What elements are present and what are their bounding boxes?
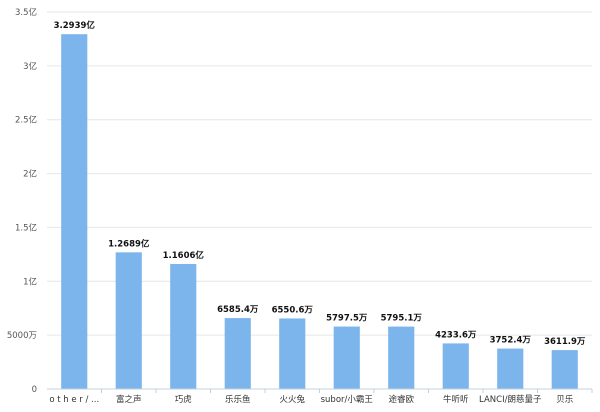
- x-tick-label: 途睿欧: [388, 394, 414, 405]
- bar[interactable]: [224, 318, 251, 389]
- data-label: 5797.5万: [326, 314, 368, 324]
- bar[interactable]: [279, 318, 306, 389]
- bar[interactable]: [442, 343, 469, 389]
- bar[interactable]: [551, 350, 578, 389]
- data-label: 4233.6万: [435, 330, 477, 340]
- y-tick-label: 1亿: [23, 276, 37, 287]
- data-label: 6550.6万: [272, 305, 314, 315]
- data-label: 1.2689亿: [108, 238, 150, 249]
- y-tick-label: 2亿: [23, 169, 37, 180]
- data-label: 3611.9万: [544, 337, 586, 347]
- bar[interactable]: [497, 348, 524, 389]
- x-tick-label: 乐乐鱼: [225, 394, 251, 405]
- bar[interactable]: [170, 263, 197, 389]
- x-tick-label: 富之声: [116, 394, 142, 405]
- y-axis-tick-labels: 0 5000万 1亿 1.5亿 2亿 2.5亿 3亿 3.5亿: [7, 7, 37, 395]
- data-label: 6585.4万: [217, 305, 259, 315]
- y-tick-label: 1.5亿: [15, 222, 37, 233]
- y-tick-label: 5000万: [7, 331, 37, 341]
- y-tick-label: 3.5亿: [15, 7, 37, 18]
- bar[interactable]: [115, 252, 142, 389]
- y-tick-label: 2.5亿: [15, 115, 37, 126]
- y-tick-label: 3亿: [23, 61, 37, 72]
- bar[interactable]: [333, 326, 360, 389]
- bars: [61, 34, 578, 389]
- x-tick-label: o t h e r / ...: [49, 395, 99, 405]
- x-tick-label: 贝乐: [556, 394, 574, 405]
- x-tick-label: LANCI/朗慈量子: [479, 394, 542, 405]
- x-axis-tick-labels: o t h e r / ... 富之声 巧虎 乐乐鱼 火火兔 subor/小霸王 途睿欧 牛听…: [49, 389, 593, 405]
- x-tick-label: subor/小霸王: [321, 394, 374, 405]
- data-label: 3.2939亿: [54, 20, 96, 31]
- bar[interactable]: [388, 326, 415, 389]
- data-label: 3752.4万: [490, 336, 532, 346]
- data-label: 1.1606亿: [163, 250, 205, 261]
- x-tick-label: 火火兔: [279, 394, 305, 405]
- data-label: 5795.1万: [381, 314, 423, 324]
- bar[interactable]: [61, 34, 88, 389]
- data-labels: 3.2939亿 1.2689亿 1.1606亿 6585.4万 6550.6万 5797.…: [54, 20, 586, 347]
- x-tick-label: 巧虎: [175, 394, 192, 405]
- y-tick-label: 0: [32, 385, 37, 395]
- x-tick-label: 牛听听: [443, 394, 469, 405]
